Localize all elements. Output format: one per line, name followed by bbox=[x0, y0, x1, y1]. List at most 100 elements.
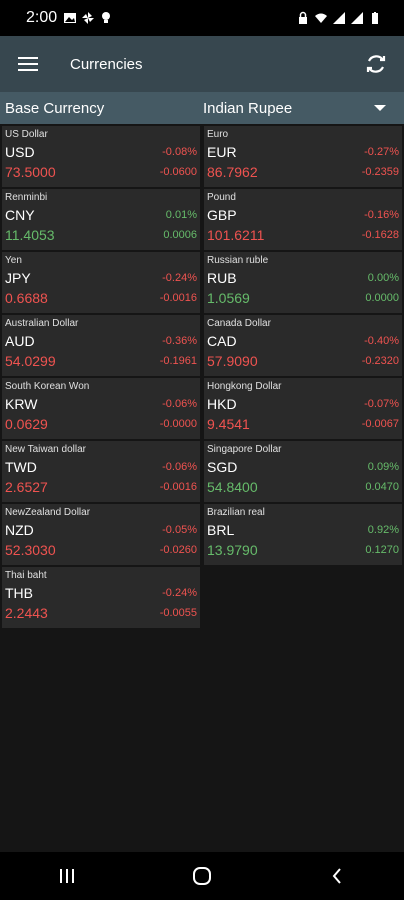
percent-change: -0.07% bbox=[364, 398, 399, 410]
currency-name: Singapore Dollar bbox=[207, 444, 282, 455]
percent-change: -0.24% bbox=[162, 587, 197, 599]
percent-change: -0.40% bbox=[364, 335, 399, 347]
exchange-rate: 9.4541 bbox=[207, 416, 250, 432]
image-icon bbox=[64, 13, 77, 23]
currency-name: Thai baht bbox=[5, 570, 47, 581]
currency-card-jpy[interactable]: Yen JPY -0.24% 0.6688 -0.0016 bbox=[2, 252, 200, 313]
percent-change: -0.08% bbox=[162, 146, 197, 158]
percent-change: -0.16% bbox=[364, 209, 399, 221]
currency-card-thb[interactable]: Thai baht THB -0.24% 2.2443 -0.0055 bbox=[2, 567, 200, 628]
percent-change: 0.00% bbox=[367, 272, 399, 284]
currency-code: JPY bbox=[5, 270, 31, 286]
page-title: Currencies bbox=[70, 55, 143, 73]
currency-name: US Dollar bbox=[5, 129, 48, 140]
currency-code: CNY bbox=[5, 207, 35, 223]
percent-change: -0.05% bbox=[162, 524, 197, 536]
value-change: -0.0016 bbox=[159, 481, 197, 493]
value-change: -0.0055 bbox=[159, 607, 197, 619]
value-change: -0.0016 bbox=[159, 292, 197, 304]
value-change: -0.0260 bbox=[159, 544, 197, 556]
exchange-rate: 86.7962 bbox=[207, 164, 258, 180]
signal-icon bbox=[333, 12, 345, 24]
value-change: -0.1961 bbox=[159, 355, 197, 367]
value-change: -0.2359 bbox=[361, 166, 399, 178]
value-change: 0.0006 bbox=[163, 229, 197, 241]
currency-code: AUD bbox=[5, 333, 35, 349]
currency-code: CAD bbox=[207, 333, 237, 349]
currency-code: NZD bbox=[5, 522, 34, 538]
currency-card-cad[interactable]: Canada Dollar CAD -0.40% 57.9090 -0.2320 bbox=[204, 315, 402, 376]
value-change: -0.2320 bbox=[361, 355, 399, 367]
exchange-rate: 57.9090 bbox=[207, 353, 258, 369]
percent-change: 0.92% bbox=[367, 524, 399, 536]
base-currency-bar: Base Currency Indian Rupee bbox=[0, 92, 404, 124]
currency-name: Euro bbox=[207, 129, 229, 140]
currency-card-sgd[interactable]: Singapore Dollar SGD 0.09% 54.8400 0.0470 bbox=[204, 441, 402, 502]
currency-card-cny[interactable]: Renminbi CNY 0.01% 11.4053 0.0006 bbox=[2, 189, 200, 250]
exchange-rate: 73.5000 bbox=[5, 164, 56, 180]
lightbulb-icon bbox=[102, 12, 111, 23]
currency-code: TWD bbox=[5, 459, 37, 475]
currency-card-gbp[interactable]: Pound GBP -0.16% 101.6211 -0.1628 bbox=[204, 189, 402, 250]
exchange-rate: 52.3030 bbox=[5, 542, 56, 558]
home-icon bbox=[192, 867, 211, 885]
percent-change: 0.01% bbox=[165, 209, 197, 221]
status-time: 2:00 bbox=[26, 9, 58, 26]
currency-name: South Korean Won bbox=[5, 381, 90, 392]
exchange-rate: 54.8400 bbox=[207, 479, 258, 495]
exchange-rate: 0.6688 bbox=[5, 290, 48, 306]
percent-change: -0.24% bbox=[162, 272, 197, 284]
currency-name: Pound bbox=[207, 192, 236, 203]
navigation-bar bbox=[0, 852, 404, 900]
value-change: 0.0000 bbox=[365, 292, 399, 304]
currency-card-krw[interactable]: South Korean Won KRW -0.06% 0.0629 -0.0000 bbox=[2, 378, 200, 439]
value-change: -0.0067 bbox=[361, 418, 399, 430]
currency-code: KRW bbox=[5, 396, 38, 412]
percent-change: -0.06% bbox=[162, 461, 197, 473]
currency-name: Renminbi bbox=[5, 192, 48, 203]
currency-name: Yen bbox=[5, 255, 22, 266]
value-change: -0.1628 bbox=[361, 229, 399, 241]
currency-card-eur[interactable]: Euro EUR -0.27% 86.7962 -0.2359 bbox=[204, 126, 402, 187]
currency-card-hkd[interactable]: Hongkong Dollar HKD -0.07% 9.4541 -0.0067 bbox=[204, 378, 402, 439]
currency-name: Canada Dollar bbox=[207, 318, 271, 329]
currency-name: Australian Dollar bbox=[5, 318, 79, 329]
app-bar: Currencies bbox=[0, 36, 404, 92]
percent-change: -0.06% bbox=[162, 398, 197, 410]
currency-code: EUR bbox=[207, 144, 237, 160]
currency-name: Russian ruble bbox=[207, 255, 269, 266]
recent-apps-button[interactable] bbox=[37, 852, 97, 900]
currency-name: New Taiwan dollar bbox=[5, 444, 86, 455]
refresh-icon bbox=[366, 55, 386, 73]
back-icon bbox=[332, 868, 341, 884]
home-button[interactable] bbox=[172, 852, 232, 900]
currency-card-twd[interactable]: New Taiwan dollar TWD -0.06% 2.6527 -0.0016 bbox=[2, 441, 200, 502]
lock-icon bbox=[299, 11, 307, 24]
currency-card-brl[interactable]: Brazilian real BRL 0.92% 13.9790 0.1270 bbox=[204, 504, 402, 565]
exchange-rate: 0.0629 bbox=[5, 416, 48, 432]
recent-apps-icon bbox=[60, 869, 75, 883]
currency-grid: US Dollar USD -0.08% 73.5000 -0.0600 Euro EUR -… bbox=[2, 126, 402, 628]
exchange-rate: 2.6527 bbox=[5, 479, 48, 495]
currency-card-aud[interactable]: Australian Dollar AUD -0.36% 54.0299 -0.1961 bbox=[2, 315, 200, 376]
currency-card-rub[interactable]: Russian ruble RUB 0.00% 1.0569 0.0000 bbox=[204, 252, 402, 313]
currency-code: HKD bbox=[207, 396, 237, 412]
refresh-button[interactable] bbox=[348, 36, 404, 92]
hamburger-menu-icon bbox=[18, 57, 38, 71]
value-change: -0.0000 bbox=[159, 418, 197, 430]
currency-code: RUB bbox=[207, 270, 237, 286]
dropdown-arrow-icon bbox=[374, 105, 386, 111]
exchange-rate: 54.0299 bbox=[5, 353, 56, 369]
currency-code: SGD bbox=[207, 459, 238, 475]
currency-code: USD bbox=[5, 144, 35, 160]
percent-change: -0.27% bbox=[364, 146, 399, 158]
exchange-rate: 13.9790 bbox=[207, 542, 258, 558]
back-button[interactable] bbox=[307, 852, 367, 900]
currency-card-usd[interactable]: US Dollar USD -0.08% 73.5000 -0.0600 bbox=[2, 126, 200, 187]
currency-card-nzd[interactable]: NewZealand Dollar NZD -0.05% 52.3030 -0.0260 bbox=[2, 504, 200, 565]
currency-code: BRL bbox=[207, 522, 235, 538]
currency-code: THB bbox=[5, 585, 33, 601]
menu-button[interactable] bbox=[0, 36, 56, 92]
base-currency-select[interactable]: Indian Rupee bbox=[202, 100, 404, 117]
exchange-rate: 101.6211 bbox=[207, 227, 265, 243]
